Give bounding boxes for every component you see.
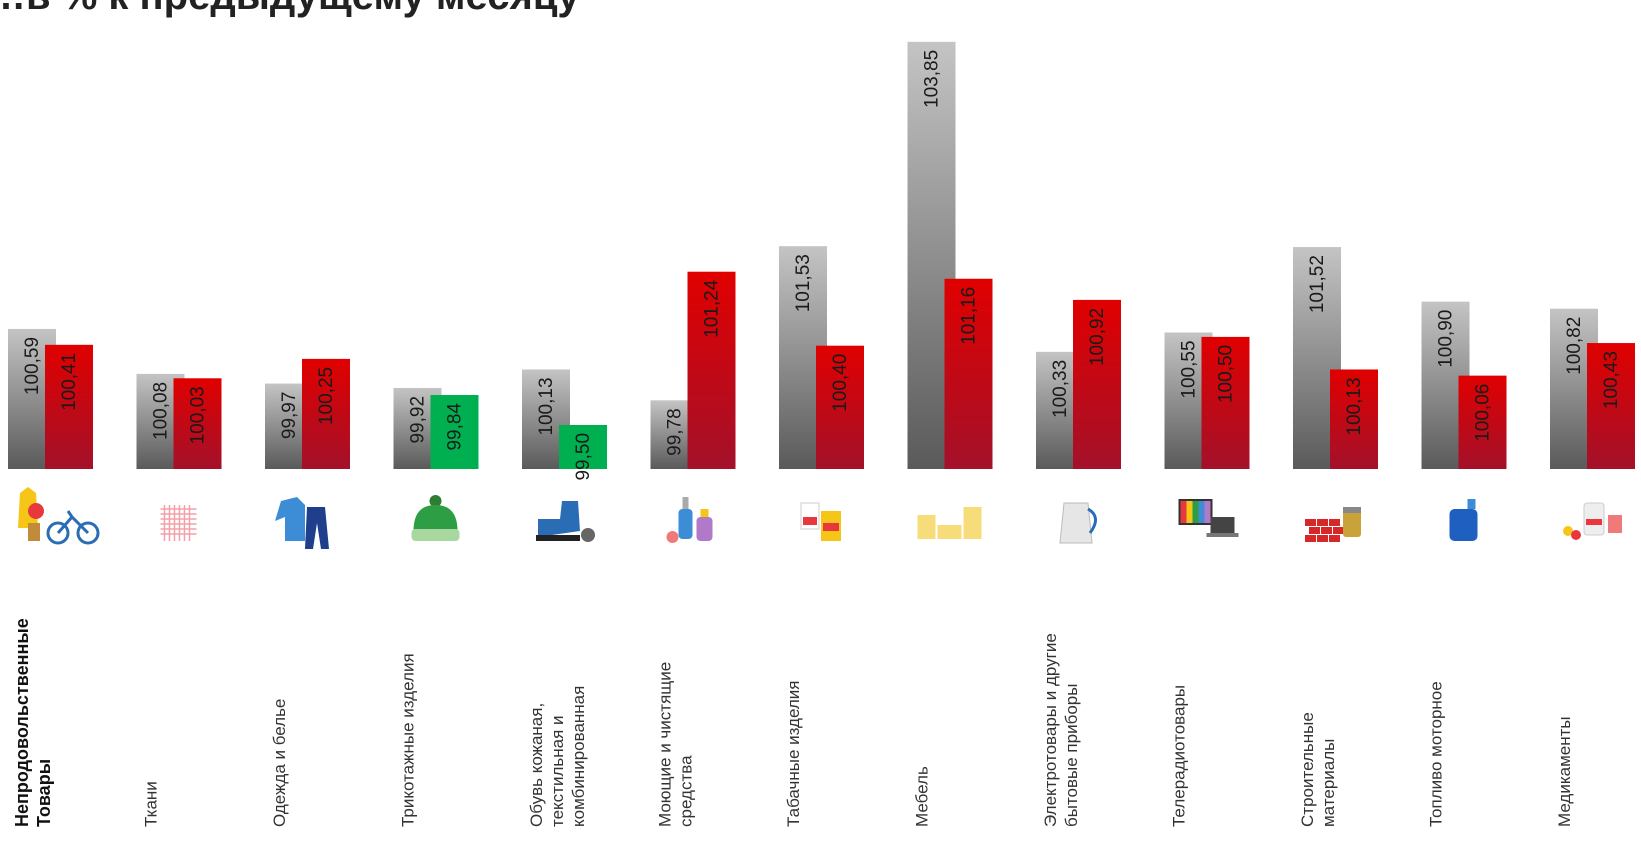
- sweater-trousers-icon: [275, 497, 329, 549]
- value-label-current: 99,84: [445, 403, 466, 451]
- tv-laptop-icon: [1178, 499, 1239, 537]
- value-label-current: 100,25: [316, 367, 337, 425]
- category-label: Трикотажные изделия: [399, 653, 418, 827]
- clothes-chair-bicycle-icon: [18, 487, 100, 545]
- category-label: Строительные материалы: [1298, 712, 1338, 827]
- category-label: Табачные изделия: [784, 681, 803, 828]
- bar-current: [944, 278, 993, 469]
- detergent-bottles-icon: [666, 497, 713, 543]
- value-label-previous: 100,55: [1179, 340, 1200, 398]
- bar-current: [816, 345, 864, 469]
- value-label-previous: 100,90: [1436, 310, 1457, 368]
- value-label-previous: 100,13: [536, 377, 557, 435]
- value-label-current: 100,13: [1344, 377, 1365, 435]
- value-label-current: 100,43: [1601, 351, 1622, 409]
- value-label-current: 100,06: [1473, 384, 1494, 442]
- value-label-previous: 100,33: [1050, 360, 1071, 418]
- category-label: Одежда и белье: [270, 699, 289, 827]
- bar-current: [45, 344, 93, 469]
- bar-current: [1073, 299, 1121, 469]
- value-label-previous: 99,78: [665, 408, 686, 456]
- cigarette-packs-icon: [800, 502, 841, 541]
- value-label-previous: 99,97: [279, 392, 300, 440]
- bar-current: [302, 358, 350, 469]
- furniture-icon: [917, 507, 982, 539]
- value-label-previous: 103,85: [922, 50, 943, 108]
- value-label-previous: 101,52: [1307, 255, 1328, 313]
- value-label-current: 100,03: [188, 386, 209, 444]
- bar-current: [173, 378, 222, 469]
- bar-current: [430, 395, 479, 469]
- value-label-previous: 99,92: [408, 396, 429, 444]
- chart-title: …в % к предыдущему месяцу: [0, 0, 580, 19]
- value-label-previous: 100,59: [22, 337, 43, 395]
- knit-hat-icon: [411, 495, 460, 541]
- bar-current: [1201, 336, 1250, 469]
- value-label-current: 99,50: [573, 433, 594, 481]
- value-label-previous: 100,08: [151, 382, 172, 440]
- value-label-current: 100,92: [1087, 308, 1108, 366]
- category-label: Медикаменты: [1555, 716, 1574, 827]
- medicine-icon: [1563, 502, 1622, 540]
- value-label-previous: 100,82: [1564, 317, 1585, 375]
- bar-current: [1587, 343, 1635, 469]
- electric-kettle-icon: [1059, 502, 1097, 544]
- category-label: Телерадиотовары: [1170, 685, 1189, 827]
- category-label: Электротовары и другие бытовые приборы: [1041, 633, 1081, 827]
- bricks-paint-icon: [1305, 507, 1361, 542]
- value-label-current: 101,24: [702, 279, 723, 338]
- category-label: Моющие и чистящие средства: [656, 662, 696, 827]
- fabric-icon: [160, 505, 197, 541]
- bar-current: [559, 424, 607, 469]
- boot-icon: [536, 501, 595, 542]
- bar-current: [687, 271, 736, 469]
- fuel-canister-icon: [1449, 499, 1478, 541]
- bar-current: [1458, 375, 1507, 469]
- category-label: Мебель: [913, 766, 932, 827]
- value-label-current: 100,40: [830, 354, 851, 412]
- value-label-current: 100,41: [59, 353, 80, 411]
- bar-current: [1330, 369, 1378, 469]
- value-label-current: 100,50: [1216, 345, 1237, 403]
- category-label: Непродовольственные Товары: [12, 618, 54, 827]
- value-label-current: 101,16: [959, 287, 980, 345]
- category-label: Топливо моторное: [1427, 681, 1446, 827]
- category-label: Ткани: [142, 781, 161, 827]
- value-label-previous: 101,53: [793, 254, 814, 312]
- category-label: Обувь кожаная, текстильная и комбинированн…: [527, 686, 588, 827]
